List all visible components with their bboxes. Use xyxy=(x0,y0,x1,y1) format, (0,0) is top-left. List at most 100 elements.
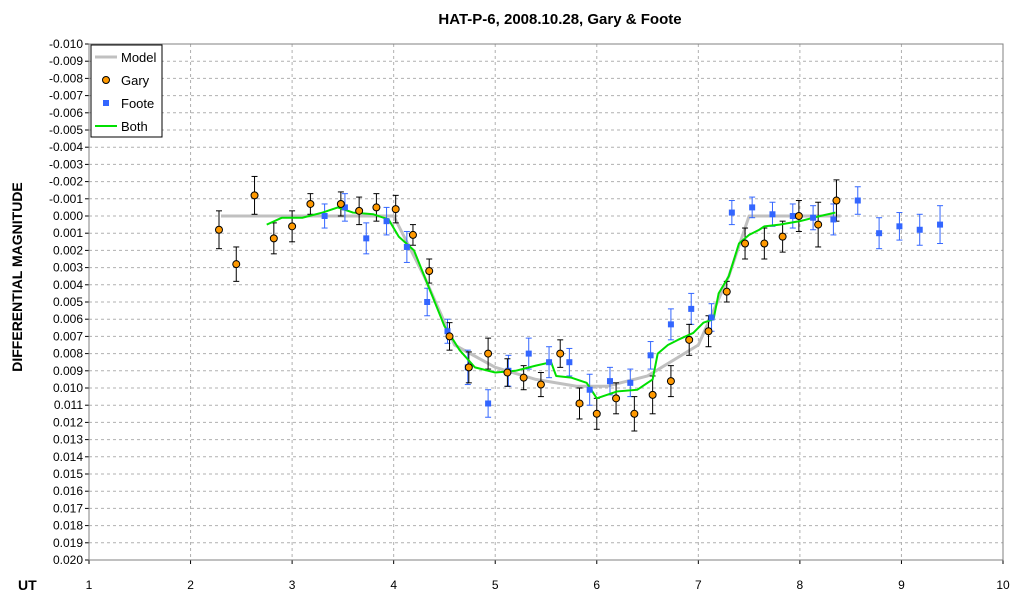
gary-point xyxy=(778,232,787,241)
gary-point xyxy=(704,327,713,336)
foote-point xyxy=(749,204,756,211)
plot-area-frame xyxy=(88,43,1004,561)
y-tick-label: -0.002 xyxy=(49,175,83,189)
foote-point xyxy=(424,299,431,305)
foote-point xyxy=(854,197,861,204)
gary-point xyxy=(592,409,601,418)
y-tick-label: -0.010 xyxy=(49,37,83,51)
gary-point xyxy=(794,212,803,220)
y-tick-label: 0.016 xyxy=(53,484,83,498)
gary-point xyxy=(355,206,364,215)
gary-point xyxy=(760,239,769,248)
foote-point xyxy=(789,213,796,219)
gary-point xyxy=(425,267,434,276)
gary-point xyxy=(722,287,731,296)
y-tick-label: -0.004 xyxy=(49,140,83,154)
foote-point xyxy=(606,378,613,385)
y-tick-label: 0.019 xyxy=(53,536,83,550)
foote-point xyxy=(341,204,348,211)
gary-point xyxy=(648,390,657,399)
x-tick-label: 9 xyxy=(898,578,905,592)
y-tick-label: -0.009 xyxy=(49,54,83,68)
gary-point xyxy=(445,332,454,341)
legend-swatch-gary xyxy=(102,76,110,84)
gary-point xyxy=(685,335,694,344)
x-tick-label: 7 xyxy=(695,578,702,592)
gary-point xyxy=(391,205,400,214)
gary-point xyxy=(250,191,259,200)
x-tick-label: 8 xyxy=(797,578,804,592)
gary-point xyxy=(519,373,528,382)
foote-point xyxy=(444,328,451,335)
y-tick-label: 0.013 xyxy=(53,433,83,447)
x-tick-label: 1 xyxy=(86,578,93,592)
y-tick-label: 0.020 xyxy=(53,553,83,567)
y-tick-label: 0.002 xyxy=(53,243,83,257)
foote-point xyxy=(916,226,923,233)
gary-point xyxy=(306,199,315,208)
y-tick-label: 0.014 xyxy=(53,450,83,464)
gary-point xyxy=(232,260,241,269)
legend-box xyxy=(90,44,163,138)
gary-point xyxy=(536,380,545,389)
y-tick-label: 0.006 xyxy=(53,312,83,326)
model-series-line xyxy=(221,214,841,388)
legend-label-foote: Foote xyxy=(121,96,154,111)
y-tick-label: 0.008 xyxy=(53,347,83,361)
y-tick-label: 0.003 xyxy=(53,261,83,275)
gary-point xyxy=(630,409,639,418)
foote-point xyxy=(728,209,735,216)
y-tick-label: -0.003 xyxy=(49,157,83,171)
gary-point xyxy=(214,225,223,234)
plot-series xyxy=(214,175,944,432)
gary-point xyxy=(832,196,841,205)
gary-point xyxy=(575,399,584,408)
foote-point xyxy=(321,213,328,219)
gary-point xyxy=(741,239,750,248)
y-tick-label: 0.009 xyxy=(53,364,83,378)
legend: Model Gary Foote Both xyxy=(90,44,163,138)
foote-point xyxy=(546,359,553,366)
gary-point xyxy=(666,377,675,386)
gary-point xyxy=(814,220,823,229)
gary-point xyxy=(288,222,297,231)
foote-point xyxy=(769,211,776,218)
foote-point xyxy=(403,243,410,250)
legend-label-gary: Gary xyxy=(121,73,150,88)
foote-point xyxy=(937,221,944,228)
x-axis-label: UT xyxy=(18,577,37,593)
foote-point xyxy=(627,379,634,386)
y-tick-label: 0.011 xyxy=(54,398,83,412)
foote-point xyxy=(586,386,593,393)
y-tick-label: -0.001 xyxy=(49,192,83,206)
legend-label-model: Model xyxy=(121,50,157,65)
gary-point xyxy=(408,230,417,239)
axis-ticks: -0.010 -0.009 -0.008 -0.007 -0.006 -0.005 -0.0… xyxy=(49,37,1010,592)
foote-point xyxy=(647,352,654,359)
foote-point xyxy=(485,400,492,407)
legend-label-both: Both xyxy=(121,119,148,134)
y-tick-label: 0.005 xyxy=(53,295,83,309)
y-axis-label: DIFFERENTIAL MAGNITUDE xyxy=(9,182,25,372)
y-tick-label: 0.000 xyxy=(53,209,83,223)
foote-point xyxy=(688,305,695,312)
y-tick-label: 0.007 xyxy=(53,329,83,343)
gary-point xyxy=(612,394,621,403)
foote-point xyxy=(525,350,532,357)
foote-point xyxy=(896,223,903,230)
foote-point xyxy=(383,218,390,225)
gary-point xyxy=(269,234,278,243)
y-tick-label: 0.017 xyxy=(53,501,83,515)
x-tick-label: 3 xyxy=(289,578,296,592)
foote-point xyxy=(810,214,817,221)
gary-point xyxy=(336,199,345,208)
y-tick-label: 0.004 xyxy=(53,278,83,292)
foote-point xyxy=(830,216,837,223)
foote-point xyxy=(363,235,370,242)
y-tick-label: 0.018 xyxy=(53,519,83,533)
x-tick-label: 4 xyxy=(390,578,397,592)
gary-point xyxy=(484,349,493,358)
x-tick-label: 6 xyxy=(593,578,600,592)
y-tick-label: 0.012 xyxy=(53,415,83,429)
